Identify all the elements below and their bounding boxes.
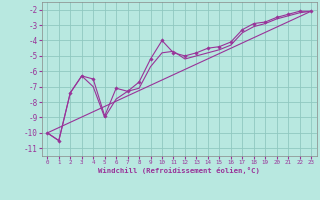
X-axis label: Windchill (Refroidissement éolien,°C): Windchill (Refroidissement éolien,°C) xyxy=(98,167,260,174)
